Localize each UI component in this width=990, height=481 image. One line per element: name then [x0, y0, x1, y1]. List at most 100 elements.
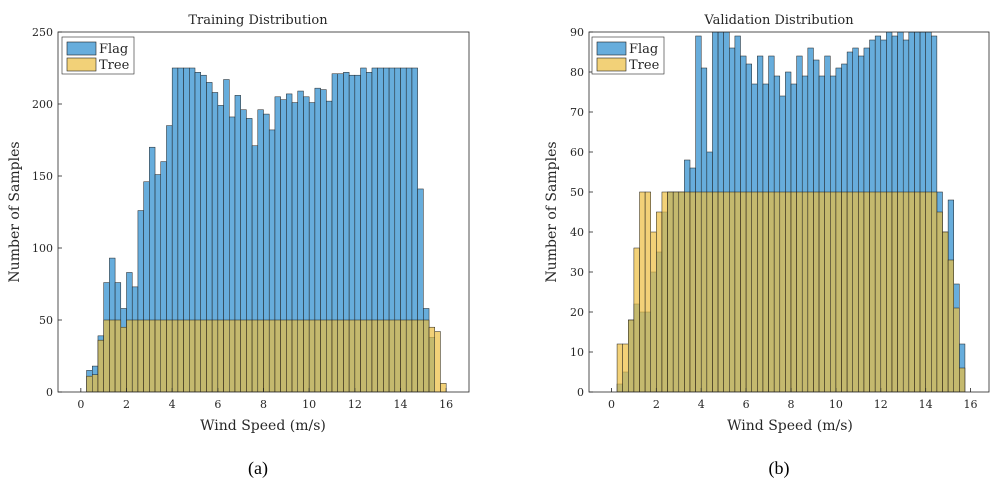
chart-title-training: Training Distribution: [188, 13, 328, 28]
histogram-bar-tree: [377, 319, 384, 392]
histogram-bar-tree: [936, 211, 943, 392]
histogram-bar-tree: [366, 319, 373, 392]
y-tick-label: 40: [570, 226, 584, 239]
histogram-bar-tree: [616, 343, 623, 392]
y-tick-label: 90: [570, 26, 584, 39]
x-tick-label: 4: [169, 398, 176, 411]
y-tick-label: 80: [570, 66, 584, 79]
legend-label-flag: Flag: [99, 42, 128, 57]
histogram-bar-tree: [200, 319, 207, 392]
histogram-bar-tree: [394, 319, 401, 392]
histogram-bar-tree: [428, 326, 436, 392]
histogram-bar-tree: [411, 319, 418, 392]
histogram-bar-tree: [257, 319, 264, 392]
histogram-bar-tree: [109, 319, 116, 392]
x-tick-label: 8: [260, 398, 267, 411]
histogram-bar-tree: [189, 319, 196, 392]
legend-label-tree: Tree: [99, 58, 130, 73]
histogram-bar-tree: [337, 319, 344, 392]
y-tick-label: 150: [32, 170, 53, 183]
histogram-bar-tree: [880, 191, 887, 392]
y-ticks-training: 0 50 100 150 200 250: [32, 26, 62, 399]
histogram-bar-tree: [908, 191, 915, 392]
histogram-bar-tree: [326, 319, 333, 392]
histogram-bar-tree: [314, 319, 321, 392]
histogram-bar-tree: [695, 191, 702, 392]
x-tick-label: 16: [964, 398, 978, 411]
histogram-bar-tree: [223, 319, 230, 392]
bars-validation: [616, 32, 966, 392]
histogram-bar-tree: [740, 191, 747, 392]
histogram-bar-tree: [417, 319, 424, 392]
histogram-bar-tree: [801, 191, 809, 392]
histogram-bar-tree: [717, 191, 724, 392]
histogram-bar-tree: [729, 191, 736, 392]
histogram-bar-tree: [661, 191, 668, 392]
bars-training: [86, 67, 447, 392]
chart-validation: Validation Distribution 0 2 4 6 8 10 12 14 16 0 1…: [544, 13, 990, 479]
histogram-bar-tree: [194, 319, 201, 392]
histogram-bar-tree: [268, 319, 276, 392]
y-tick-label: 0: [577, 386, 584, 399]
histogram-bar-tree: [678, 191, 685, 392]
histogram-bar-tree: [371, 319, 378, 392]
x-tick-label: 10: [302, 398, 316, 411]
histogram-bar-tree: [942, 231, 949, 392]
histogram-bar-tree: [818, 191, 825, 392]
histogram-bar-tree: [143, 319, 150, 392]
x-ticks-training: 0 2 4 6 8 10 12 14 16: [77, 388, 453, 411]
histogram-bar-tree: [331, 319, 338, 392]
caption-b: (b): [769, 458, 790, 479]
x-axis-label-validation: Wind Speed (m/s): [727, 418, 853, 434]
chart-title-validation: Validation Distribution: [703, 13, 854, 28]
x-tick-label: 10: [829, 398, 843, 411]
chart-training: Training Distribution 0 2 4 6 8 10 12 14 16 0 50 1…: [7, 13, 470, 479]
x-tick-label: 8: [788, 398, 795, 411]
x-ticks-validation: 0 2 4 6 8 10 12 14 16: [608, 388, 978, 411]
histogram-bar-tree: [684, 191, 691, 392]
histogram-bar-tree: [234, 319, 241, 392]
histogram-bar-tree: [656, 211, 663, 392]
x-tick-label: 0: [77, 398, 84, 411]
legend-swatch-tree: [596, 57, 627, 72]
y-tick-label: 50: [39, 314, 53, 327]
legend-label-tree: Tree: [629, 58, 660, 73]
histogram-bar-tree: [303, 319, 310, 392]
y-tick-label: 30: [570, 266, 584, 279]
histogram-bar-tree: [773, 191, 781, 392]
x-tick-label: 6: [214, 398, 221, 411]
histogram-bar-tree: [779, 191, 786, 392]
histogram-bar-tree: [206, 319, 213, 392]
histogram-bar-tree: [628, 319, 635, 392]
histogram-bar-tree: [160, 319, 167, 392]
histogram-bar-tree: [830, 191, 837, 392]
histogram-bar-tree: [757, 191, 764, 392]
legend-swatch-flag: [596, 41, 627, 56]
histogram-bar-flag: [417, 188, 424, 392]
histogram-bar-tree: [97, 339, 104, 392]
histogram-bar-tree: [796, 191, 803, 392]
histogram-bar-tree: [835, 191, 842, 392]
histogram-bar-tree: [86, 375, 93, 392]
histogram-bar-tree: [667, 191, 674, 392]
histogram-bar-tree: [790, 191, 797, 392]
y-tick-label: 70: [570, 106, 584, 119]
histogram-bar-tree: [863, 191, 870, 392]
histogram-bar-tree: [824, 191, 831, 392]
histogram-bar-tree: [183, 319, 190, 392]
histogram-bar-tree: [280, 319, 287, 392]
histogram-bar-tree: [841, 191, 848, 392]
histogram-bar-tree: [869, 191, 876, 392]
x-tick-label: 14: [394, 398, 408, 411]
histogram-bar-tree: [103, 319, 110, 392]
histogram-bar-tree: [959, 367, 966, 392]
histogram-bar-tree: [246, 319, 253, 392]
histogram-bar-tree: [807, 191, 814, 392]
histogram-bar-tree: [650, 231, 657, 392]
y-axis-label-validation: Number of Samples: [544, 141, 560, 282]
histogram-bar-tree: [953, 307, 960, 392]
histogram-bar-tree: [813, 191, 820, 392]
histogram-bar-tree: [229, 319, 236, 392]
legend-validation: Flag Tree: [591, 36, 665, 75]
